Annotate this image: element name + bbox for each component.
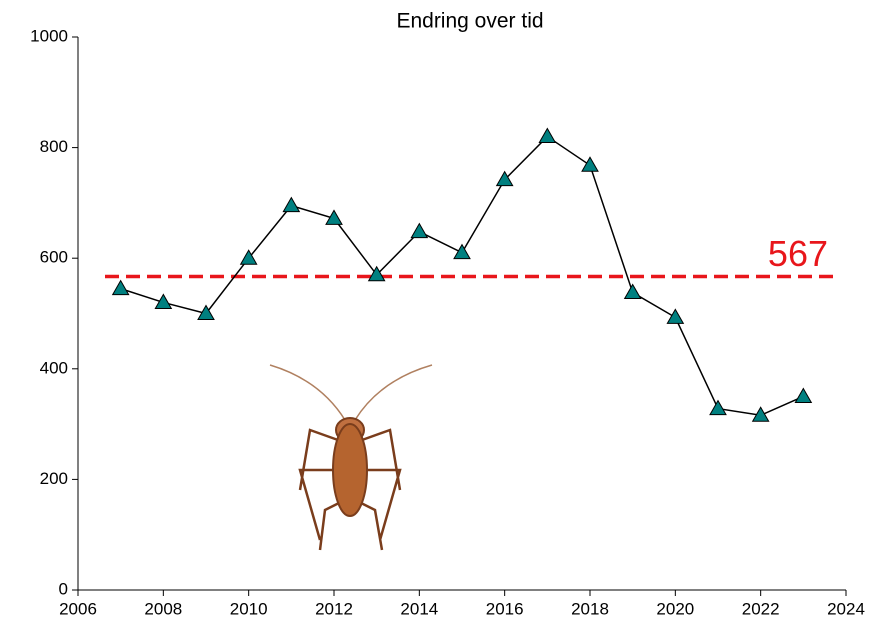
marker <box>666 308 685 324</box>
y-tick-label: 200 <box>40 469 68 488</box>
marker <box>581 156 599 172</box>
marker <box>325 209 343 225</box>
x-tick-label: 2018 <box>571 599 609 618</box>
mean-label: 567 <box>768 233 828 274</box>
y-tick-label: 400 <box>40 358 68 377</box>
marker <box>709 399 727 416</box>
marker <box>794 387 813 403</box>
marker <box>410 222 429 239</box>
marker <box>154 293 173 309</box>
marker <box>367 265 386 282</box>
x-tick-label: 2006 <box>59 599 97 618</box>
x-tick-label: 2016 <box>486 599 524 618</box>
cockroach-image <box>269 364 433 551</box>
marker <box>623 283 642 299</box>
x-tick-label: 2024 <box>827 599 865 618</box>
y-tick-label: 0 <box>59 579 68 598</box>
x-tick-label: 2008 <box>144 599 182 618</box>
x-tick-label: 2010 <box>230 599 268 618</box>
marker <box>453 243 471 260</box>
y-tick-label: 1000 <box>30 26 68 45</box>
x-tick-label: 2012 <box>315 599 353 618</box>
x-tick-label: 2014 <box>400 599 438 618</box>
marker <box>538 127 557 144</box>
marker <box>239 249 258 265</box>
y-tick-label: 800 <box>40 137 68 156</box>
x-tick-label: 2020 <box>656 599 694 618</box>
chart-title: Endring over tid <box>396 10 543 33</box>
x-tick-label: 2022 <box>742 599 780 618</box>
marker <box>197 304 215 320</box>
marker <box>111 279 130 296</box>
marker <box>282 196 301 213</box>
marker <box>751 406 770 422</box>
marker <box>495 170 514 187</box>
y-tick-label: 600 <box>40 248 68 267</box>
